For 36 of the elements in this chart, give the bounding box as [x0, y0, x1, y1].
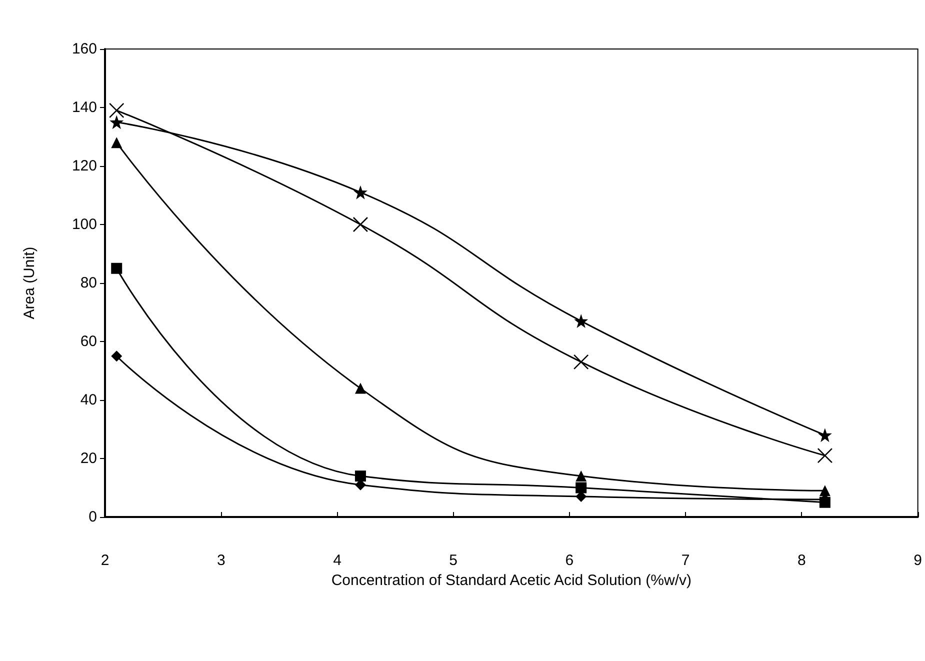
x-tick-label: 6 [565, 552, 574, 569]
x-tick-label: 7 [681, 552, 690, 569]
y-tick-label: 160 [72, 40, 97, 58]
point [111, 137, 122, 148]
point [574, 314, 588, 328]
y-tick-label: 0 [88, 508, 97, 526]
y-tick-label: 60 [80, 333, 97, 350]
y-tick-label: 20 [80, 450, 97, 467]
x-tick-label: 9 [914, 552, 922, 569]
point [111, 262, 122, 274]
point [576, 470, 587, 482]
point [819, 485, 830, 496]
x-tick-label: 3 [216, 552, 226, 569]
x-tick-label: 4 [333, 552, 342, 569]
y-tick-label: 40 [80, 392, 97, 408]
point [352, 216, 368, 232]
x-axis-title: Concentration of Standard Acetic Acid Solution (%w/v) [331, 572, 692, 589]
point [353, 185, 368, 200]
point [354, 382, 366, 394]
point [110, 115, 124, 130]
y-tick-label: 120 [72, 158, 97, 174]
point [573, 354, 589, 370]
y-tick-label: 140 [72, 99, 97, 116]
x-tick-label: 8 [798, 552, 806, 569]
point [818, 428, 832, 442]
point [111, 350, 122, 362]
point [817, 448, 833, 464]
point [819, 496, 830, 508]
x-tick-label: 5 [449, 552, 458, 569]
x-tick-label: 2 [100, 552, 110, 569]
point [354, 470, 366, 482]
point [108, 102, 124, 118]
y-tick-label: 80 [80, 274, 97, 292]
y-tick-label: 100 [72, 216, 97, 233]
point [576, 482, 587, 494]
y-axis-title: Area (Unit) [21, 246, 38, 320]
